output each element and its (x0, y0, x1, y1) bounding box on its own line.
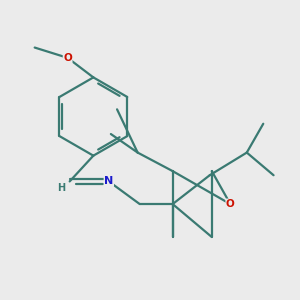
Text: N: N (104, 176, 113, 186)
Text: H: H (57, 183, 65, 193)
Text: O: O (63, 53, 72, 63)
Text: O: O (226, 199, 235, 209)
